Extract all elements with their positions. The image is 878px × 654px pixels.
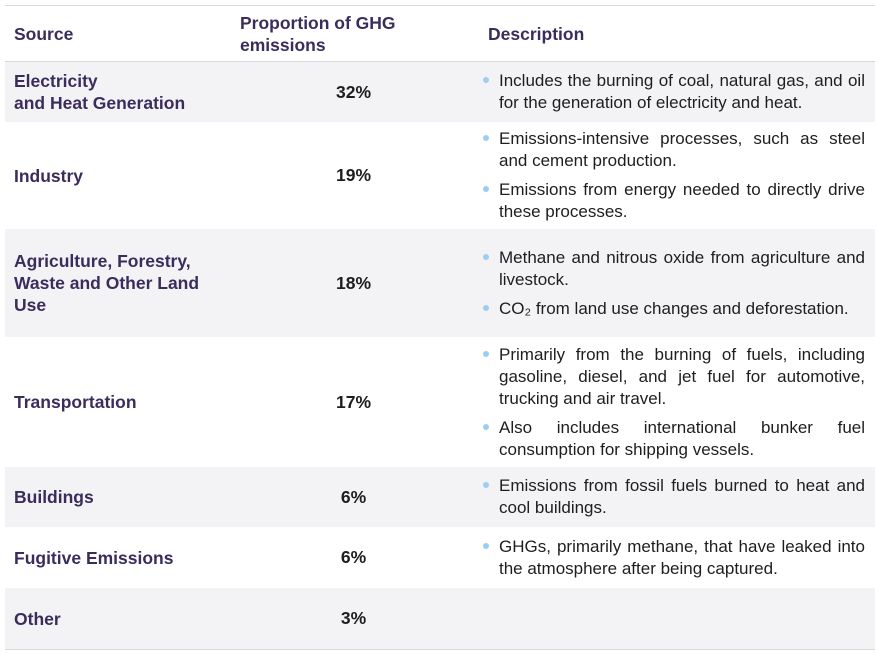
source-cell: Industry bbox=[14, 165, 84, 186]
bullet-dot-icon bbox=[483, 77, 489, 83]
ghg-emissions-table: Source Proportion of GHG emissions Descr… bbox=[5, 5, 875, 650]
description-bullet: Includes the burning of coal, natural ga… bbox=[481, 70, 865, 114]
source-cell: Other bbox=[14, 608, 61, 629]
bullet-dot-icon bbox=[483, 135, 489, 141]
source-line: Waste and Other Land bbox=[14, 273, 200, 293]
table-row: Other 3% bbox=[5, 588, 875, 649]
header-description: Description bbox=[488, 23, 585, 44]
description-cell: Methane and nitrous oxide from agricultu… bbox=[477, 247, 875, 320]
header-proportion-line2: emissions bbox=[240, 35, 326, 55]
description-bullet: Primarily from the burning of fuels, inc… bbox=[481, 344, 865, 410]
proportion-cell: 19% bbox=[335, 165, 372, 185]
table-row: Industry 19% Emissions-intensive process… bbox=[5, 122, 875, 229]
description-cell: Emissions from fossil fuels burned to he… bbox=[477, 475, 875, 519]
source-line: and Heat Generation bbox=[14, 93, 186, 113]
table-row: Agriculture, Forestry, Waste and Other L… bbox=[5, 229, 875, 337]
bullet-dot-icon bbox=[483, 186, 489, 192]
description-cell: Emissions-intensive processes, such as s… bbox=[477, 128, 875, 223]
bullet-dot-icon bbox=[483, 542, 489, 549]
header-source: Source bbox=[14, 23, 74, 44]
source-cell: Transportation bbox=[14, 392, 137, 412]
source-cell: Fugitive Emissions bbox=[14, 547, 174, 568]
table-row: Transportation 17% Primarily from the bu… bbox=[5, 337, 875, 467]
proportion-cell: 6% bbox=[340, 547, 367, 567]
source-line: Electricity bbox=[14, 71, 98, 91]
bullet-dot-icon bbox=[483, 423, 489, 430]
description-bullet: CO₂ from land use changes and deforestat… bbox=[481, 298, 865, 320]
description-bullet: Also includes international bunker fuel … bbox=[481, 417, 865, 461]
description-cell: Includes the burning of coal, natural ga… bbox=[477, 70, 875, 114]
proportion-cell: 32% bbox=[335, 81, 372, 102]
header-proportion-line1: Proportion of GHG bbox=[240, 13, 396, 33]
bullet-dot-icon bbox=[483, 350, 489, 357]
table-row: Buildings 6% Emissions from fossil fuels… bbox=[5, 467, 875, 527]
header-proportion: Proportion of GHG emissions bbox=[232, 6, 477, 61]
description-bullet: Emissions-intensive processes, such as s… bbox=[481, 128, 865, 172]
source-line: Use bbox=[14, 295, 47, 315]
source-cell: Buildings bbox=[14, 487, 94, 507]
description-bullet: GHGs, primarily methane, that have leake… bbox=[481, 536, 865, 580]
table-row: Fugitive Emissions 6% GHGs, primarily me… bbox=[5, 527, 875, 588]
description-bullet: Emissions from energy needed to directly… bbox=[481, 179, 865, 223]
description-bullet: Emissions from fossil fuels burned to he… bbox=[481, 475, 865, 519]
table-row: Electricity and Heat Generation 32% Incl… bbox=[5, 62, 875, 122]
proportion-cell: 3% bbox=[340, 608, 367, 628]
bullet-dot-icon bbox=[483, 482, 489, 488]
proportion-cell: 6% bbox=[340, 486, 367, 507]
bullet-dot-icon bbox=[483, 304, 489, 311]
source-cell: Agriculture, Forestry, Waste and Other L… bbox=[5, 250, 232, 316]
proportion-cell: 18% bbox=[335, 272, 372, 293]
description-cell: Primarily from the burning of fuels, inc… bbox=[477, 344, 875, 461]
source-line: Agriculture, Forestry, bbox=[14, 251, 191, 271]
description-bullet: Methane and nitrous oxide from agricultu… bbox=[481, 247, 865, 291]
bullet-dot-icon bbox=[483, 253, 489, 260]
proportion-cell: 17% bbox=[335, 391, 372, 412]
table-header-row: Source Proportion of GHG emissions Descr… bbox=[5, 6, 875, 62]
description-cell: GHGs, primarily methane, that have leake… bbox=[477, 536, 875, 580]
source-cell: Electricity and Heat Generation bbox=[5, 70, 232, 114]
